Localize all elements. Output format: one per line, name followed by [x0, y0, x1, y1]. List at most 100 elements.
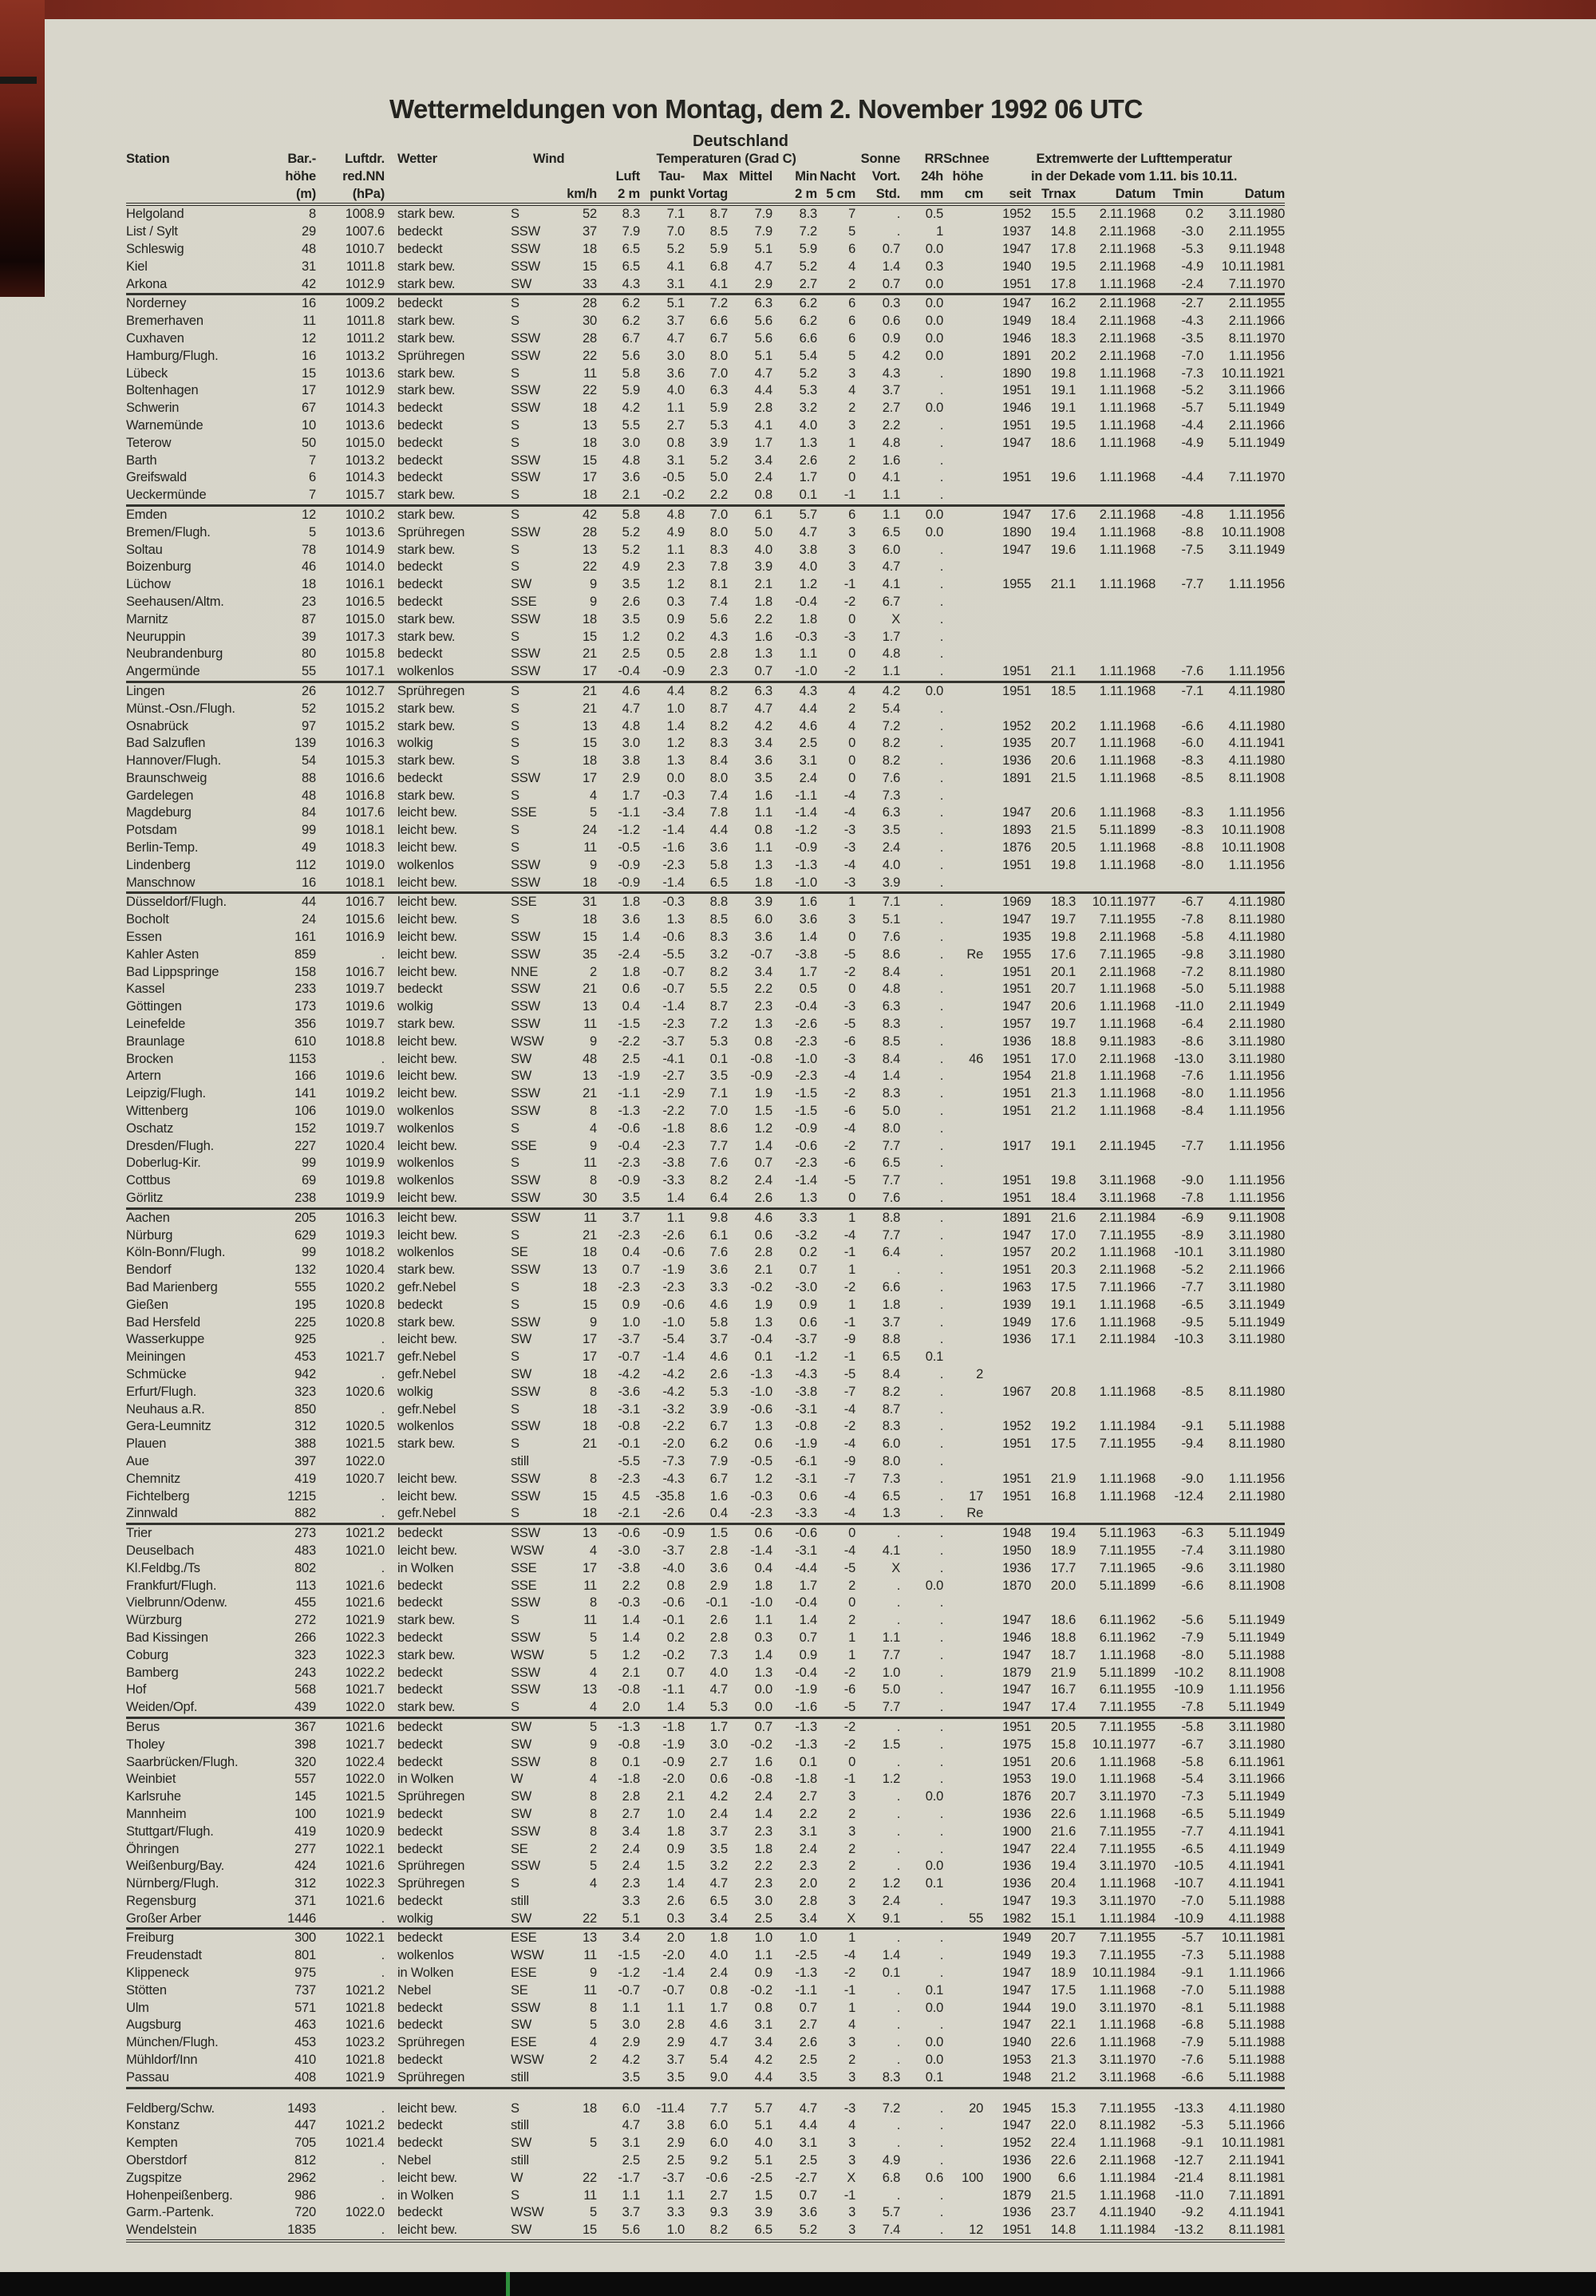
cell-mittel: -0.9: [750, 1069, 772, 1084]
cell-luft: 1.4: [622, 1613, 641, 1628]
cell-sonne: 4.8: [882, 435, 901, 450]
cell-min: 2.4: [799, 770, 818, 785]
cell-tau: -2.3: [662, 857, 685, 872]
cell-tmax: 17.8: [1050, 241, 1077, 256]
cell-station: Feldberg/Schw.: [126, 2086, 270, 2118]
cell-hoehe: 397: [294, 1453, 316, 1468]
cell-schnee: [943, 911, 983, 929]
cell-max: -0.1: [705, 1595, 728, 1610]
cell-hoehe: 419: [294, 1471, 316, 1486]
table-row: Doberlug-Kir. 99 1019.9 wolkenlos S 11 -2.3 -3.…: [126, 1155, 1285, 1172]
cell-tmax: [1031, 559, 1076, 576]
cell-datum_min: 5.11.1949: [1228, 435, 1286, 450]
cell-min: 1.6: [772, 891, 817, 912]
cell-station: Greifswald: [126, 470, 187, 485]
cell-rr: 0.0: [925, 348, 944, 363]
table-row: Bad Kissingen 266 1022.3 bedeckt SSW 5 1.4 0.2 2…: [126, 1630, 1285, 1647]
cell-tmin: -2.4: [1181, 276, 1204, 291]
cell-station: Leinefelde: [126, 1017, 186, 1032]
cell-tau: -0.6: [662, 930, 685, 945]
cell-kmh: 22: [583, 348, 597, 363]
cell-kmh: 15: [583, 2223, 597, 2238]
cell-rr: 0.0: [925, 2000, 944, 2015]
cell-kmh: 28: [583, 524, 597, 539]
cell-datum_min: [1203, 594, 1285, 611]
table-row: Bremen/Flugh. 5 1013.6 Sprühregen SSW 28 5.2 4.…: [126, 524, 1285, 542]
cell-tau: 1.4: [666, 1700, 685, 1715]
cell-rr: .: [939, 753, 944, 769]
cell-station: Großer Arber: [126, 1911, 201, 1926]
cell-hoehe: 42: [302, 276, 316, 291]
cell-luft: 3.5: [622, 577, 641, 592]
cell-dir: S: [511, 1297, 519, 1312]
cell-luft: 7.9: [622, 224, 641, 239]
cell-station: Erfurt/Flugh.: [126, 1384, 197, 1399]
cell-tmax: [1031, 1401, 1076, 1419]
header-sonne-vort: Vort.: [871, 168, 901, 184]
cell-station: Gießen: [126, 1297, 168, 1312]
cell-station: Weinbiet: [126, 1772, 176, 1787]
cell-datum_min: 10.11.1908: [1221, 840, 1286, 856]
cell-tmin: -6.0: [1181, 736, 1204, 751]
table-row: Lüchow 18 1016.1 bedeckt SW 9 3.5 1.2 8.1 2.1 1.2-…: [126, 576, 1285, 594]
table-row: List / Sylt 29 1007.6 bedeckt SSW 37 7.9 7.0 8.5…: [126, 223, 1285, 241]
cell-dir: S: [496, 504, 555, 524]
header-tmax: Trnax: [1031, 185, 1076, 207]
cell-dir: S: [511, 736, 519, 751]
cell-rr: .: [939, 594, 944, 609]
cell-tmax: 20.3: [1050, 1263, 1077, 1278]
header-row-3: (m) (hPa) km/h 2 m punkt Vortag 2 m 5 cm…: [126, 185, 1285, 207]
cell-dir: WSW: [511, 1543, 544, 1558]
cell-rr: .: [939, 417, 944, 433]
cell-wetter: bedeckt: [397, 2205, 443, 2220]
cell-min: 0.9: [799, 1647, 818, 1662]
cell-schnee: [943, 1824, 983, 1841]
cell-datum_max: 2.11.1968: [1076, 504, 1156, 524]
cell-dir: WSW: [511, 1647, 544, 1662]
cell-tau: -1.8: [640, 1716, 685, 1737]
cell-wetter: gefr.Nebel: [397, 1366, 456, 1381]
cell-mittel: 4.7: [754, 259, 773, 274]
cell-seit: 1936: [1002, 1033, 1032, 1049]
table-row: Stötten 737 1021.2 Nebel SE 11 -0.7 -0.7 0.8 -0.2…: [126, 1982, 1285, 2000]
cell-tmin: -7.9: [1181, 2035, 1204, 2050]
cell-datum_max: 1.11.1984: [1099, 1419, 1156, 1434]
cell-luftdr: 1008.9: [345, 207, 385, 222]
cell-rr: .: [939, 1682, 944, 1697]
cell-sonne: 5.0: [882, 1682, 901, 1697]
cell-dir: S: [511, 840, 519, 856]
cell-datum_max: 1.11.1984: [1099, 2223, 1156, 2238]
cell-wetter: stark bew.: [397, 701, 456, 716]
cell-seit: [983, 1595, 1031, 1612]
cell-schnee: [943, 382, 983, 400]
cell-tmin: -8.9: [1181, 1227, 1204, 1243]
cell-nacht: 3: [848, 2153, 856, 2168]
cell-schnee: Re: [966, 946, 984, 962]
cell-max: 3.6: [709, 840, 729, 856]
cell-tau: 0.9: [666, 611, 685, 626]
cell-kmh: 18: [583, 1366, 597, 1381]
cell-max: 2.8: [709, 646, 729, 662]
cell-max: 4.1: [709, 276, 729, 291]
cell-station: Braunlage: [126, 1033, 185, 1049]
cell-datum_max: [1076, 594, 1156, 611]
cell-sonne: 9.1: [882, 1911, 901, 1926]
cell-rr: .: [939, 823, 944, 838]
cell-hoehe: 975: [294, 1966, 316, 1981]
cell-nacht: -6: [843, 1104, 856, 1119]
cell-seit: 1947: [1002, 1700, 1032, 1715]
cell-seit: 1947: [983, 293, 1031, 314]
cell-luft: -3.6: [618, 1384, 640, 1399]
cell-tau: 7.0: [666, 224, 685, 239]
cell-kmh: 24: [583, 823, 597, 838]
cell-datum_max: 7.11.1955: [1099, 1948, 1156, 1963]
cell-max: 4.2: [709, 1789, 729, 1804]
cell-tmin: -10.7: [1174, 1876, 1204, 1891]
cell-seit: 1947: [1002, 1982, 1032, 1998]
table-row: Augsburg 463 1021.6 bedeckt SW 5 3.0 2.8 4.6 3.1 2…: [126, 2017, 1285, 2034]
cell-sonne: 6.3: [882, 999, 901, 1014]
cell-luft: -0.8: [618, 1419, 640, 1434]
cell-min: 2.5: [799, 2153, 818, 2168]
cell-schnee: [943, 2017, 983, 2034]
cell-schnee: [943, 929, 983, 946]
